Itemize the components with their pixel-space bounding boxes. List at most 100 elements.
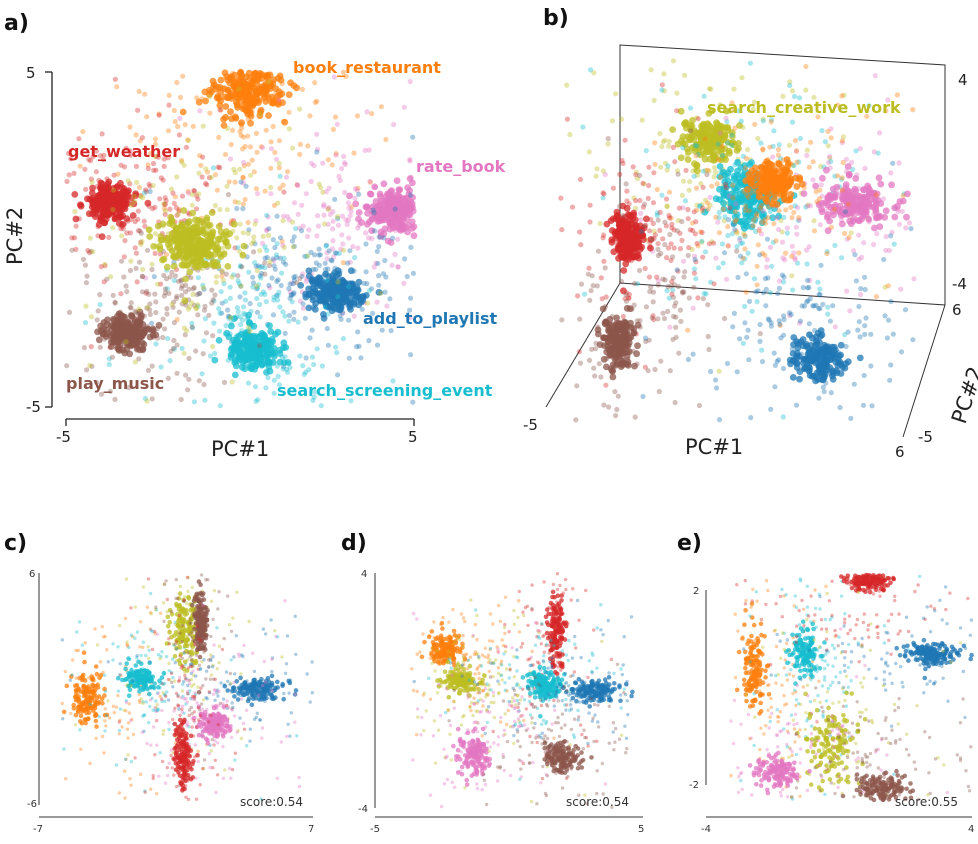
point (355, 209, 363, 216)
point (203, 330, 210, 336)
point (713, 377, 719, 383)
point (277, 185, 283, 191)
point (393, 177, 401, 185)
point (237, 221, 243, 227)
point (237, 166, 243, 172)
point (281, 255, 287, 261)
point (123, 283, 129, 289)
point (173, 243, 181, 251)
point (135, 208, 141, 214)
point (729, 132, 735, 138)
point (577, 316, 583, 322)
point (155, 321, 163, 329)
point (725, 224, 731, 230)
point (686, 295, 692, 301)
point (310, 277, 318, 285)
point (647, 228, 653, 234)
point (162, 195, 168, 201)
point (755, 136, 761, 142)
point (160, 334, 166, 341)
point (329, 275, 337, 283)
point (811, 218, 817, 224)
point (657, 209, 663, 215)
point (346, 283, 352, 290)
point (805, 277, 811, 283)
point (763, 220, 769, 226)
point (194, 217, 202, 224)
point (695, 116, 701, 122)
point (882, 207, 890, 215)
point (910, 107, 916, 113)
point (119, 233, 125, 239)
point (753, 289, 759, 295)
point (307, 335, 313, 341)
point (725, 233, 731, 239)
point (281, 189, 287, 195)
point (765, 275, 771, 281)
point (911, 276, 917, 282)
point (825, 128, 831, 134)
label-book-restaurant: book_restaurant (293, 58, 441, 77)
point (559, 317, 565, 323)
point (224, 207, 230, 213)
point (740, 340, 746, 346)
point (72, 209, 78, 215)
point (222, 238, 230, 246)
point (330, 226, 336, 232)
point (238, 72, 246, 79)
point (850, 201, 858, 209)
point (112, 396, 118, 402)
point (206, 175, 212, 181)
point (832, 190, 839, 198)
point (577, 229, 583, 235)
point (217, 107, 223, 113)
point (253, 130, 259, 136)
point (187, 304, 193, 310)
point (701, 290, 707, 297)
point (813, 337, 820, 345)
point (345, 260, 351, 266)
point (227, 315, 234, 321)
point (348, 289, 356, 296)
point (601, 191, 607, 197)
point (730, 222, 736, 228)
panel-a-points (64, 68, 418, 409)
point (247, 144, 253, 150)
point (745, 327, 751, 333)
point (862, 274, 868, 280)
point (333, 151, 339, 157)
point (93, 148, 99, 154)
point (251, 249, 257, 255)
point (789, 88, 796, 94)
point (749, 308, 755, 314)
point (124, 230, 130, 236)
point (279, 270, 285, 276)
point (104, 196, 112, 204)
point (711, 174, 717, 180)
point (874, 231, 880, 237)
point (211, 356, 219, 364)
point (899, 197, 907, 205)
point (839, 255, 845, 261)
point (276, 98, 282, 104)
point (63, 777, 68, 781)
point (638, 210, 644, 216)
point (72, 235, 78, 241)
point (86, 250, 93, 256)
point (685, 356, 692, 363)
point (779, 272, 786, 278)
point (693, 276, 699, 282)
point (376, 273, 382, 279)
point (232, 199, 238, 205)
point (757, 338, 763, 344)
point (324, 325, 330, 332)
point (674, 90, 680, 96)
point (789, 215, 795, 221)
point (241, 159, 247, 166)
point (341, 153, 347, 159)
panel-c-ytick-top: 6 (29, 569, 35, 580)
point (735, 274, 741, 280)
point (316, 181, 322, 187)
point (303, 278, 309, 284)
point (132, 245, 138, 251)
